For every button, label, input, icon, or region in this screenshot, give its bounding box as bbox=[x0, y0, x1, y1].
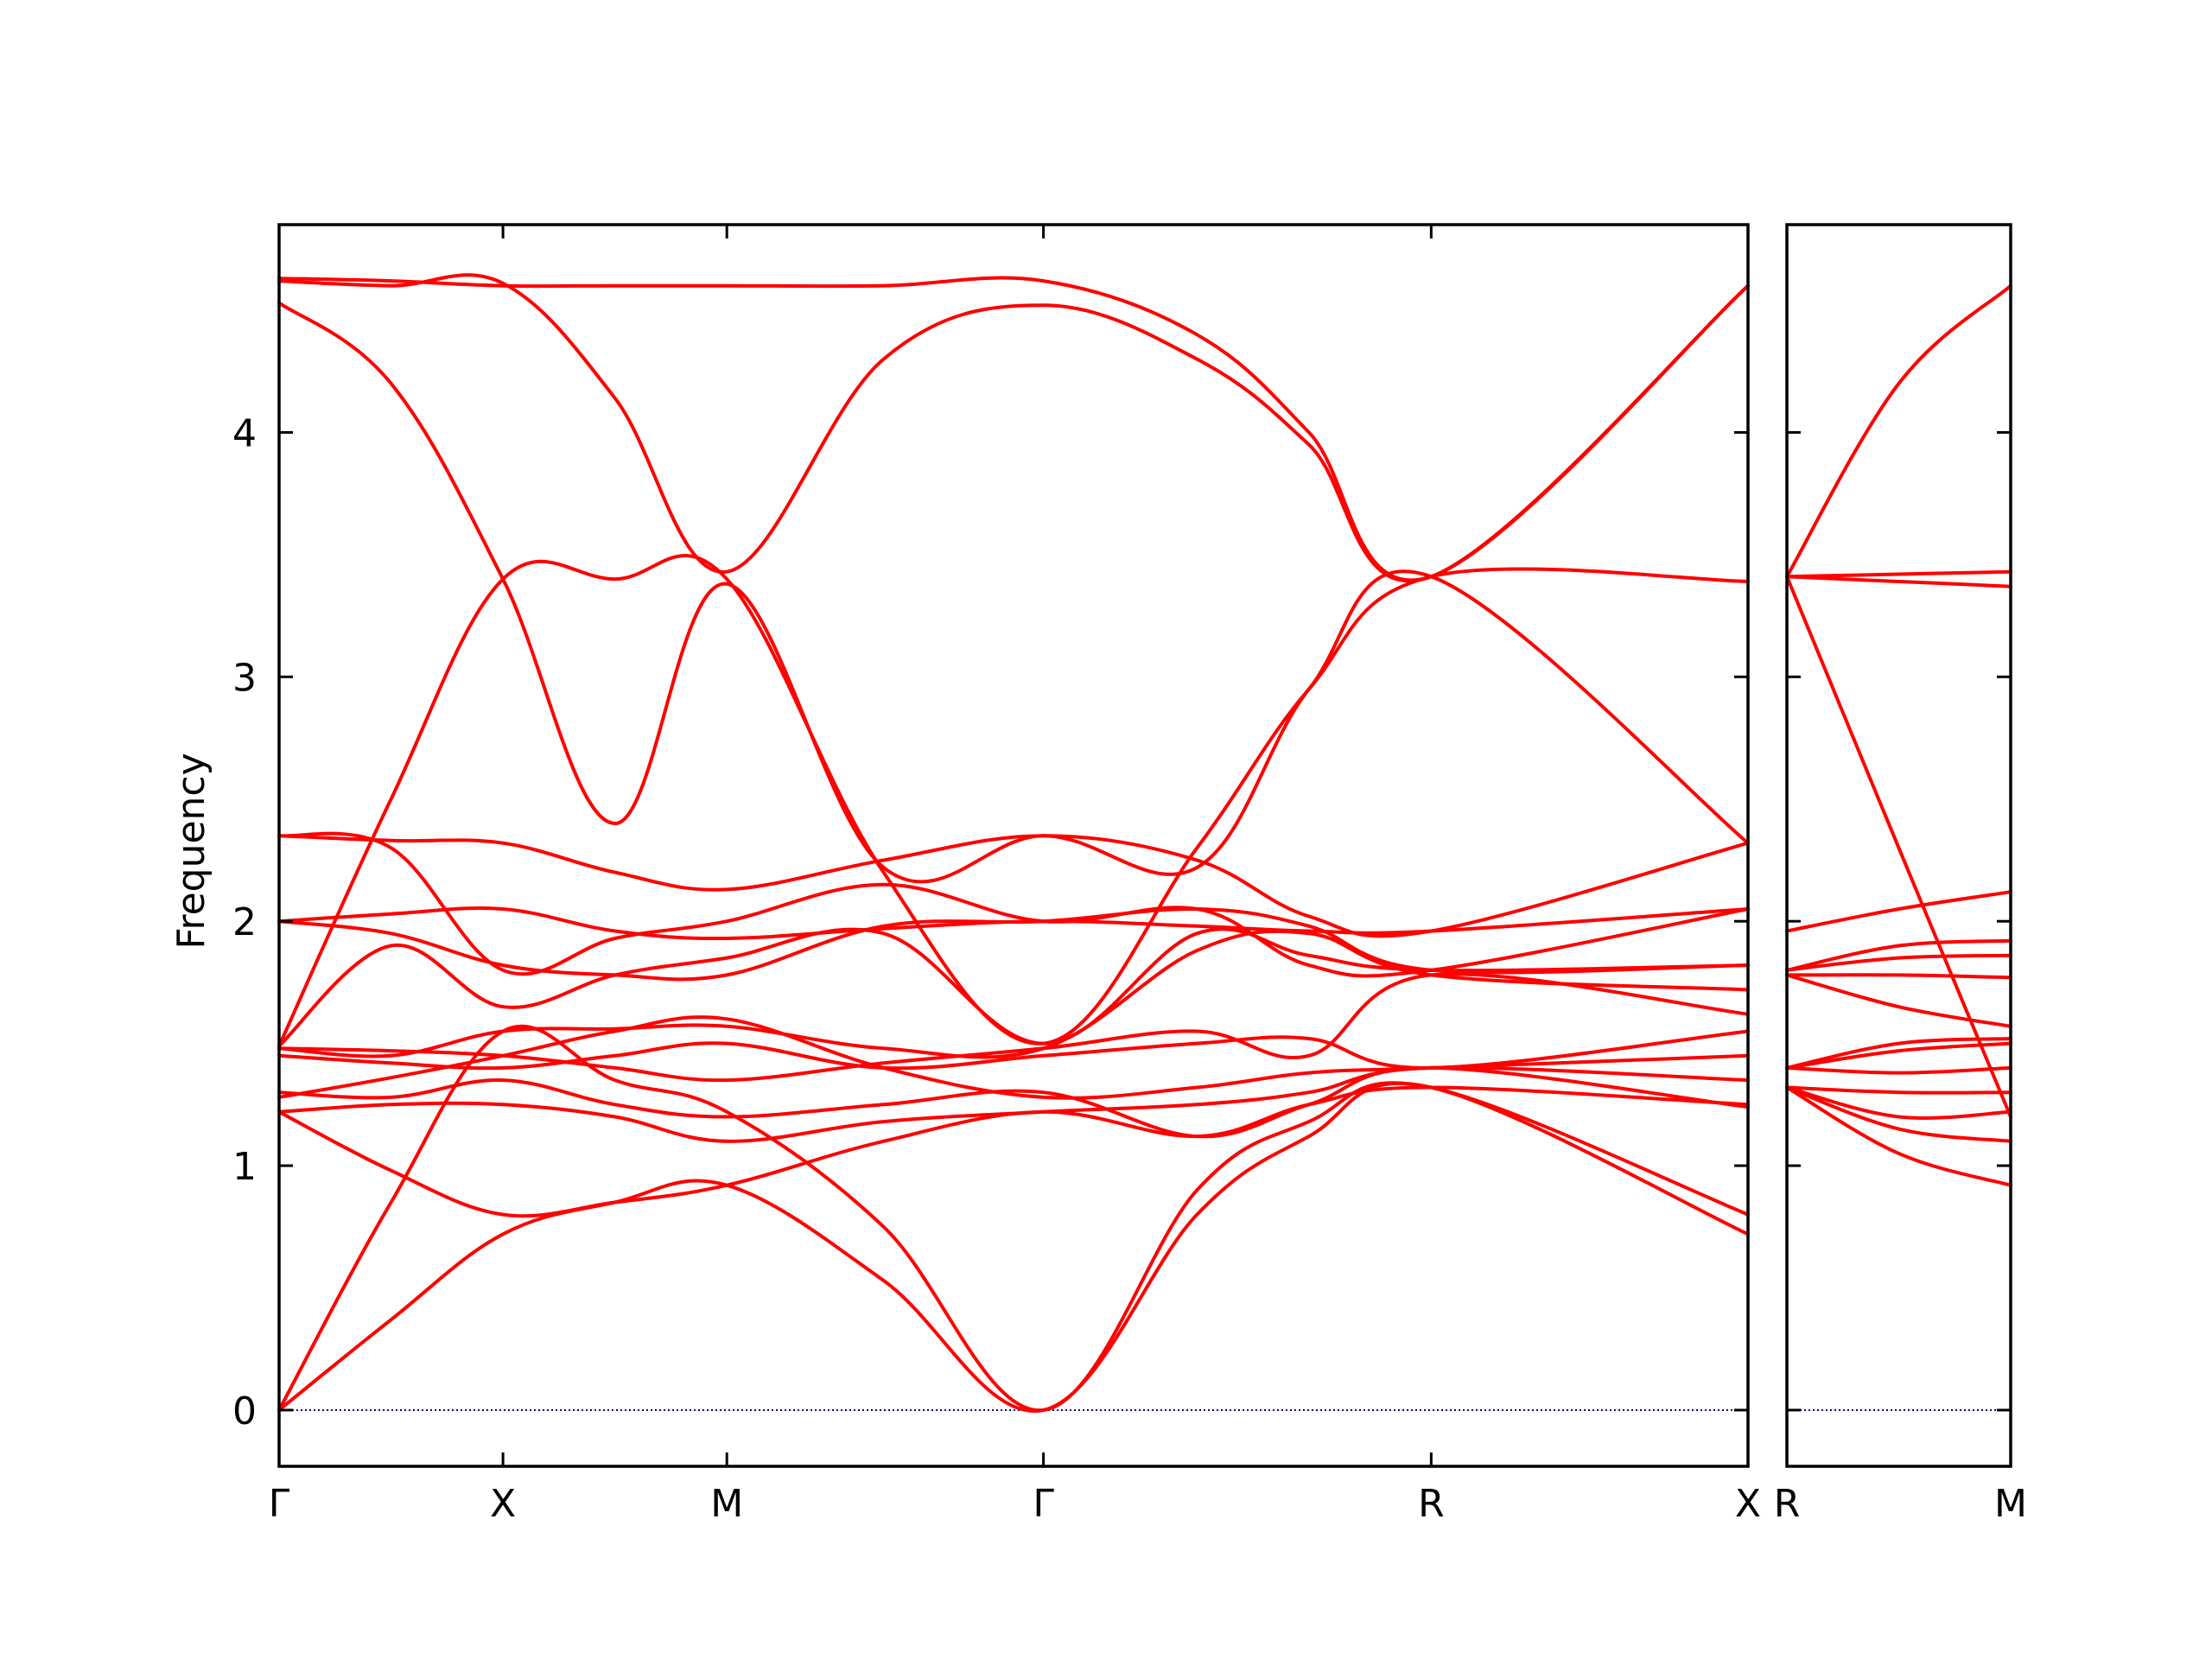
band-line bbox=[1785, 1065, 2012, 1075]
band-line bbox=[277, 834, 1750, 938]
band-line bbox=[1785, 1085, 2012, 1095]
band-line bbox=[1785, 938, 2012, 972]
band-line bbox=[1785, 1085, 2012, 1120]
y-tick-label: 3 bbox=[232, 656, 257, 700]
band-line bbox=[277, 929, 1750, 1059]
band-line bbox=[1785, 1085, 2012, 1187]
band-line bbox=[277, 1065, 1750, 1139]
band-line bbox=[1785, 575, 2012, 588]
band-line bbox=[1785, 283, 2012, 579]
plot-frame bbox=[1785, 223, 2012, 1468]
band-line bbox=[1785, 1037, 2012, 1070]
y-axis-label: Frequency bbox=[169, 753, 213, 949]
band-line bbox=[1785, 890, 2012, 933]
x-tick-label: X bbox=[490, 1482, 516, 1526]
band-line bbox=[1785, 575, 2012, 1119]
band-line bbox=[1785, 973, 2012, 980]
x-tick-label: Γ bbox=[1033, 1482, 1054, 1526]
band-line bbox=[277, 273, 1750, 583]
band-line bbox=[277, 1081, 1750, 1414]
band-line bbox=[1785, 569, 2012, 579]
band-line bbox=[277, 1029, 1750, 1071]
band-line bbox=[277, 554, 1750, 1048]
x-tick-label: M bbox=[1994, 1482, 2027, 1526]
x-tick-label: X bbox=[1735, 1482, 1761, 1526]
main-panel: Γ X M Γ R X 0 1 2 3 4 bbox=[232, 223, 1761, 1526]
band-line bbox=[277, 1085, 1750, 1218]
band-line bbox=[277, 927, 1750, 1048]
x-tick-label: Γ bbox=[269, 1482, 290, 1526]
band-line bbox=[1785, 1085, 2012, 1143]
y-tick-label: 2 bbox=[232, 900, 257, 944]
band-line bbox=[277, 906, 1750, 941]
band-line bbox=[277, 1024, 1750, 1412]
x-tick-label: R bbox=[1418, 1482, 1445, 1526]
x-tick-label: M bbox=[710, 1482, 743, 1526]
band-line bbox=[1785, 1041, 2012, 1070]
band-line bbox=[1785, 953, 2012, 972]
band-line bbox=[277, 831, 1750, 978]
x-tick-label: R bbox=[1774, 1482, 1801, 1526]
band-line bbox=[277, 301, 1750, 884]
y-tick-label: 4 bbox=[232, 411, 257, 455]
band-line bbox=[277, 276, 1750, 582]
y-tick-label: 1 bbox=[232, 1145, 257, 1189]
plot-frame bbox=[277, 223, 1750, 1468]
band-line bbox=[1785, 973, 2012, 1028]
y-tick-label: 0 bbox=[232, 1389, 257, 1433]
